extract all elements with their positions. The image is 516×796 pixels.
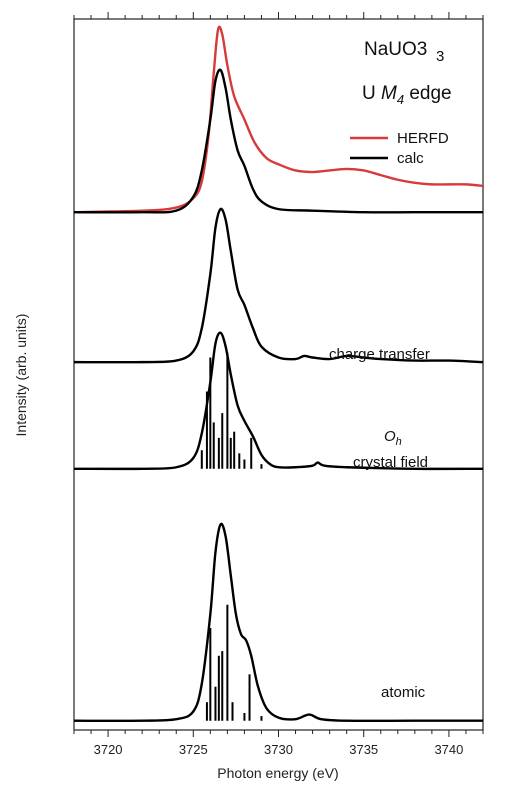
sticks-layer	[200, 352, 263, 721]
series-line-charge-transfer	[73, 207, 484, 364]
y-axis-title: Intensity (arb. units)	[13, 314, 29, 437]
series-line-oh-crystal-field	[73, 331, 484, 471]
x-tick-label-3740: 3740	[434, 742, 463, 757]
label-oh-main: O	[384, 428, 396, 445]
edge-label-italic: M	[381, 83, 397, 104]
series-line-herfd	[73, 25, 484, 214]
x-tick-label-3720: 3720	[94, 742, 123, 757]
plot-frame	[73, 18, 484, 731]
x-ticks: 3720 3725 3730 3735 3740	[73, 12, 484, 757]
x-tick-label-3725: 3725	[179, 742, 208, 757]
series-line-atomic	[73, 522, 483, 723]
edge-label-suffix: edge	[404, 83, 452, 104]
curves-layer	[73, 25, 484, 723]
edge-label-prefix: U	[362, 83, 381, 104]
legend-label-calc: calc	[397, 150, 424, 167]
chart-title: NaUO3	[364, 39, 427, 60]
edge-label-italic-sub: 4	[397, 92, 404, 107]
x-tick-label-3730: 3730	[264, 742, 293, 757]
edge-label: U M4 edge	[362, 83, 452, 107]
label-oh-sub: h	[396, 436, 402, 448]
series-line-calc	[73, 68, 483, 214]
label-oh: Oh	[384, 428, 402, 448]
chart-title-sub: 3	[436, 48, 444, 65]
label-atomic: atomic	[381, 684, 426, 701]
label-crystal-field: crystal field	[353, 454, 428, 471]
x-tick-label-3735: 3735	[349, 742, 378, 757]
legend-label-herfd: HERFD	[397, 130, 449, 147]
x-axis-title: Photon energy (eV)	[217, 765, 338, 781]
label-charge-transfer: charge transfer	[329, 346, 430, 363]
legend: HERFD calc	[350, 130, 449, 167]
